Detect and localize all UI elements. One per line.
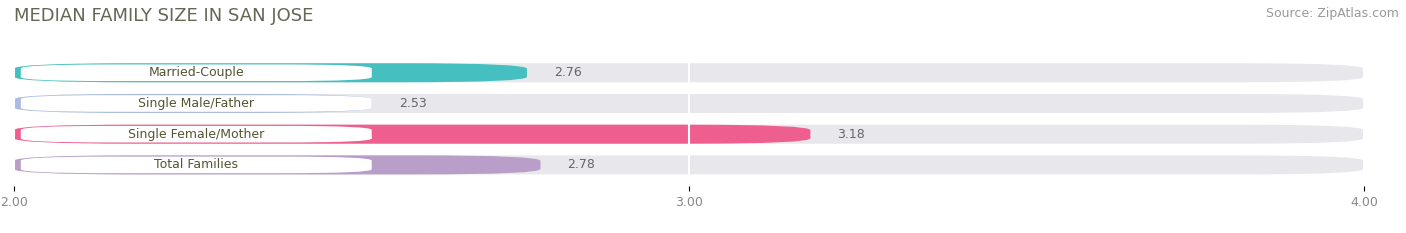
- FancyBboxPatch shape: [14, 63, 527, 82]
- FancyBboxPatch shape: [14, 94, 1364, 113]
- Text: Single Female/Mother: Single Female/Mother: [128, 128, 264, 141]
- FancyBboxPatch shape: [14, 125, 810, 144]
- Text: 2.53: 2.53: [399, 97, 426, 110]
- Text: Married-Couple: Married-Couple: [149, 66, 245, 79]
- FancyBboxPatch shape: [14, 155, 540, 175]
- FancyBboxPatch shape: [14, 63, 1364, 82]
- FancyBboxPatch shape: [14, 155, 1364, 175]
- Text: 3.18: 3.18: [838, 128, 865, 141]
- FancyBboxPatch shape: [21, 95, 371, 112]
- Text: Source: ZipAtlas.com: Source: ZipAtlas.com: [1265, 7, 1399, 20]
- FancyBboxPatch shape: [14, 94, 371, 113]
- Text: Total Families: Total Families: [155, 158, 238, 171]
- FancyBboxPatch shape: [21, 65, 371, 81]
- FancyBboxPatch shape: [21, 126, 371, 142]
- Text: MEDIAN FAMILY SIZE IN SAN JOSE: MEDIAN FAMILY SIZE IN SAN JOSE: [14, 7, 314, 25]
- FancyBboxPatch shape: [21, 157, 371, 173]
- Text: Single Male/Father: Single Male/Father: [138, 97, 254, 110]
- FancyBboxPatch shape: [14, 125, 1364, 144]
- Text: 2.78: 2.78: [568, 158, 595, 171]
- Text: 2.76: 2.76: [554, 66, 582, 79]
